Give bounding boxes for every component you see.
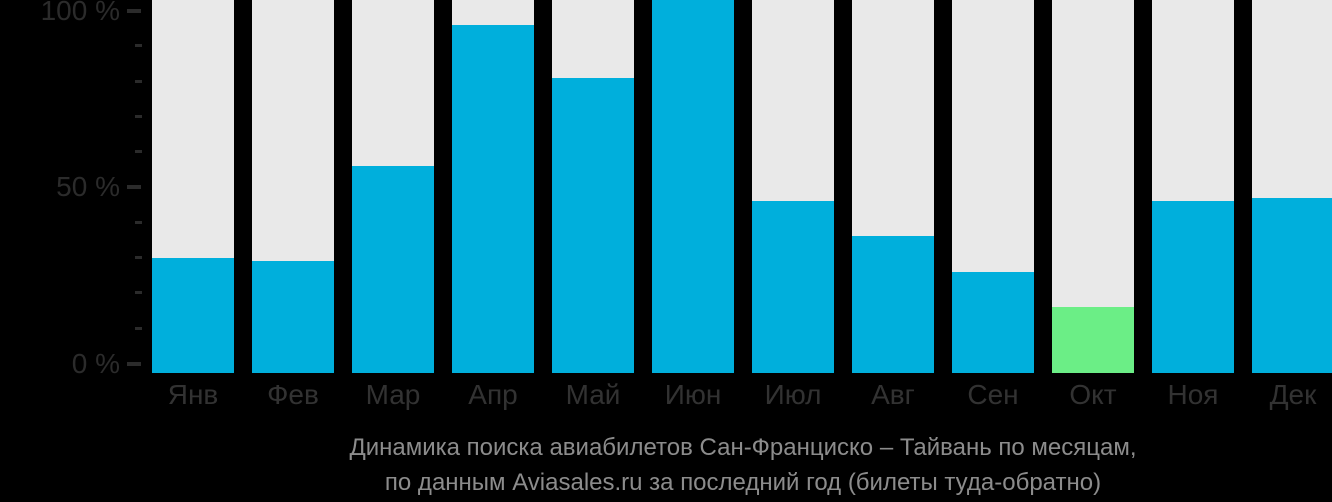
y-tick-label: 50 % [56,171,120,202]
y-tick-minor [135,114,142,118]
month-label-Июл: Июл [764,379,822,410]
bar-column-Май [552,0,634,373]
bar-fill [352,165,434,373]
bar-column-Фев [252,0,334,373]
bar-column-Янв [152,0,234,373]
bar-fill [552,77,634,373]
bar-column-Авг [852,0,934,373]
y-tick-minor [135,150,142,154]
month-label-Авг: Авг [871,379,915,410]
month-label-Июн: Июн [664,379,722,410]
month-label-Ноя: Ноя [1167,379,1219,410]
month-label-Мар: Мар [365,379,421,410]
chart-subtitle: по данным Aviasales.ru за последний год … [384,469,1102,496]
bar-fill [152,257,234,373]
y-tick-label: 0 % [71,347,120,379]
y-tick-minor [135,256,142,260]
month-label-Фев: Фев [267,379,319,410]
bar-fill [952,271,1034,373]
bar-fill [452,24,534,373]
bar-column-Дек [1252,0,1332,373]
y-tick-minor [135,326,142,330]
bar-column-Мар [352,0,434,373]
plot-area: 0 % 50 % 100 % [40,0,1332,377]
month-label-Янв: Янв [167,379,219,410]
bar-fill [252,261,334,373]
month-label-Апр: Апр [468,379,518,410]
month-label-Дек: Дек [1269,379,1317,410]
y-tick-major [127,361,141,366]
bar-column-Сен [952,0,1034,373]
y-tick-minor [135,220,142,224]
bar-fill [852,236,934,373]
y-tick-major [127,185,141,189]
bar-fill [1152,201,1234,373]
y-tick-label: 100 % [40,0,120,26]
chart-title: Динамика поиска авиабилетов Сан-Франциск… [349,434,1137,461]
y-tick-minor [135,44,142,48]
caption: Динамика поиска авиабилетов Сан-Франциск… [152,430,1332,500]
bar-fill [752,201,834,373]
month-label-Май: Май [565,379,621,410]
y-tick-major [127,8,141,13]
month-label-Окт: Окт [1069,379,1117,410]
bar-column-Ноя [1152,0,1234,373]
bar-fill [652,0,734,373]
y-tick-minor [135,291,142,295]
bar-column-Июл [752,0,834,373]
bar-column-Апр [452,0,534,373]
y-tick-minor [135,79,142,83]
bar-column-Июн [652,0,734,373]
month-label-Сен: Сен [967,379,1019,410]
bar-fill [1252,197,1332,373]
bar-column-Окт [1052,0,1134,373]
bar-fill [1052,307,1134,373]
